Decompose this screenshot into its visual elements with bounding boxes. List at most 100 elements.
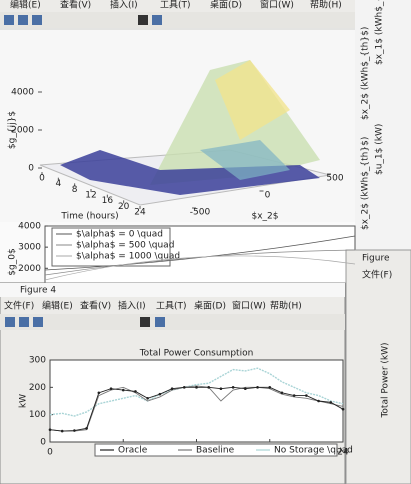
x-tick-label: 0 [47, 448, 53, 458]
point [85, 427, 88, 430]
icon[interactable] [18, 15, 28, 25]
icon[interactable] [32, 15, 42, 25]
point [146, 396, 149, 400]
x-axis-label: Time (hours) [60, 212, 118, 222]
y-tick-label: 3000 [18, 243, 41, 253]
y-axis-label: kW [19, 394, 29, 408]
icon[interactable] [5, 317, 15, 327]
z-tick-label: 4000 [11, 88, 34, 98]
side-label: $x_2$ (kWh$_{th}$) [361, 27, 371, 120]
side-label: $x_1$ (kWh$_{th}$) [375, 0, 385, 65]
menu-item[interactable]: 帮助(H) [310, 0, 342, 11]
point [97, 391, 101, 395]
point [317, 399, 320, 403]
menu-item[interactable]: 编辑(E) [10, 0, 41, 11]
icon[interactable] [4, 15, 14, 25]
y-axis-label: $x_2$ [251, 212, 278, 222]
window-title: Figure 4 [20, 286, 56, 296]
legend-label: Oracle [118, 446, 148, 456]
title-bar [0, 283, 345, 297]
x-tick-label: 8 [72, 185, 78, 195]
x-tick-label: 16 [102, 196, 114, 206]
legend-label: $\alpha$ = 500 \quad [76, 241, 174, 251]
menu-item[interactable]: 编辑(E) [42, 300, 73, 312]
menu-item[interactable]: 窗口(W) [232, 300, 266, 312]
menu-item[interactable]: 查看(V) [80, 300, 111, 312]
menu-item[interactable]: 文件(F) [4, 300, 34, 312]
z-tick-label: 0 [28, 164, 34, 174]
toolbar [0, 314, 345, 330]
right-window [345, 249, 411, 484]
z-tick-label: 2000 [11, 126, 34, 136]
point [329, 401, 333, 404]
icon[interactable] [19, 317, 29, 327]
point [256, 386, 259, 389]
side-label: $x_2$ (kWh$_{th}$) [361, 137, 371, 230]
point [305, 394, 308, 397]
icon[interactable] [155, 317, 165, 327]
x-tick-label: 24 [337, 448, 349, 458]
legend-box [94, 443, 338, 457]
point [280, 391, 284, 395]
y-tick-label: 100 [29, 410, 46, 420]
point [231, 386, 235, 389]
icon[interactable] [140, 317, 150, 327]
menu-item[interactable]: 桌面(D) [194, 300, 226, 312]
menu-item[interactable]: 工具(T) [160, 0, 191, 11]
point [341, 407, 345, 411]
point [73, 429, 76, 432]
menu-item[interactable]: 工具(T) [156, 301, 187, 312]
x-tick-label: 20 [118, 202, 130, 212]
toolbar-icons [5, 317, 165, 327]
menu-item[interactable]: 插入(I) [118, 300, 146, 312]
surface [200, 140, 290, 180]
y-tick-label: -500 [190, 208, 211, 218]
menu-item[interactable]: 桌面(D) [210, 0, 242, 11]
point [109, 387, 113, 391]
x-tick-label: 12 [85, 191, 96, 201]
icon[interactable] [33, 317, 43, 327]
z-axis-label: $g_{ij}$ [8, 111, 18, 149]
y-tick-label: 300 [29, 356, 46, 366]
chart-title: Total Power Consumption [139, 349, 254, 359]
y-axis-label: $g_0$ [8, 248, 18, 275]
y-tick-label: 200 [29, 383, 46, 393]
surface [215, 60, 290, 140]
y-tick-label: 500 [326, 174, 343, 184]
legend-label: $\alpha$ = 1000 \quad [76, 252, 180, 262]
menu-item[interactable]: 查看(V) [60, 0, 91, 11]
point [195, 386, 198, 389]
icon[interactable] [152, 15, 162, 25]
y-tick-label: 4000 [18, 222, 41, 232]
point [60, 429, 64, 433]
legend-label: Baseline [196, 446, 235, 456]
y-tick-label: 0 [265, 191, 271, 201]
toolbar-icons [4, 15, 162, 25]
window-title: Figure [362, 254, 390, 264]
curve-decor [44, 255, 356, 281]
point [170, 387, 174, 391]
legend-label: No Storage \quad [274, 446, 353, 456]
point [121, 388, 125, 392]
series-line [49, 367, 344, 417]
menu-item[interactable]: 文件(F) [362, 269, 392, 281]
menu-bar [0, 0, 355, 12]
icon[interactable] [138, 15, 148, 25]
y-tick-label: 0 [40, 438, 46, 448]
menu-item[interactable]: 窗口(W) [260, 0, 294, 11]
point [134, 390, 137, 393]
series-line [49, 385, 344, 432]
axis-label: Total Power (kW) [381, 342, 391, 418]
point [219, 387, 223, 391]
x-tick-label: 4 [55, 179, 61, 189]
point [182, 386, 186, 389]
menu-item[interactable]: 插入(I) [110, 0, 138, 11]
point [48, 428, 52, 432]
point [292, 394, 296, 397]
menu-item[interactable]: 帮助(H) [270, 300, 302, 312]
power-axes [49, 359, 344, 443]
x-tick-label: 24 [134, 208, 146, 218]
x-tick-label: 0 [39, 174, 45, 184]
